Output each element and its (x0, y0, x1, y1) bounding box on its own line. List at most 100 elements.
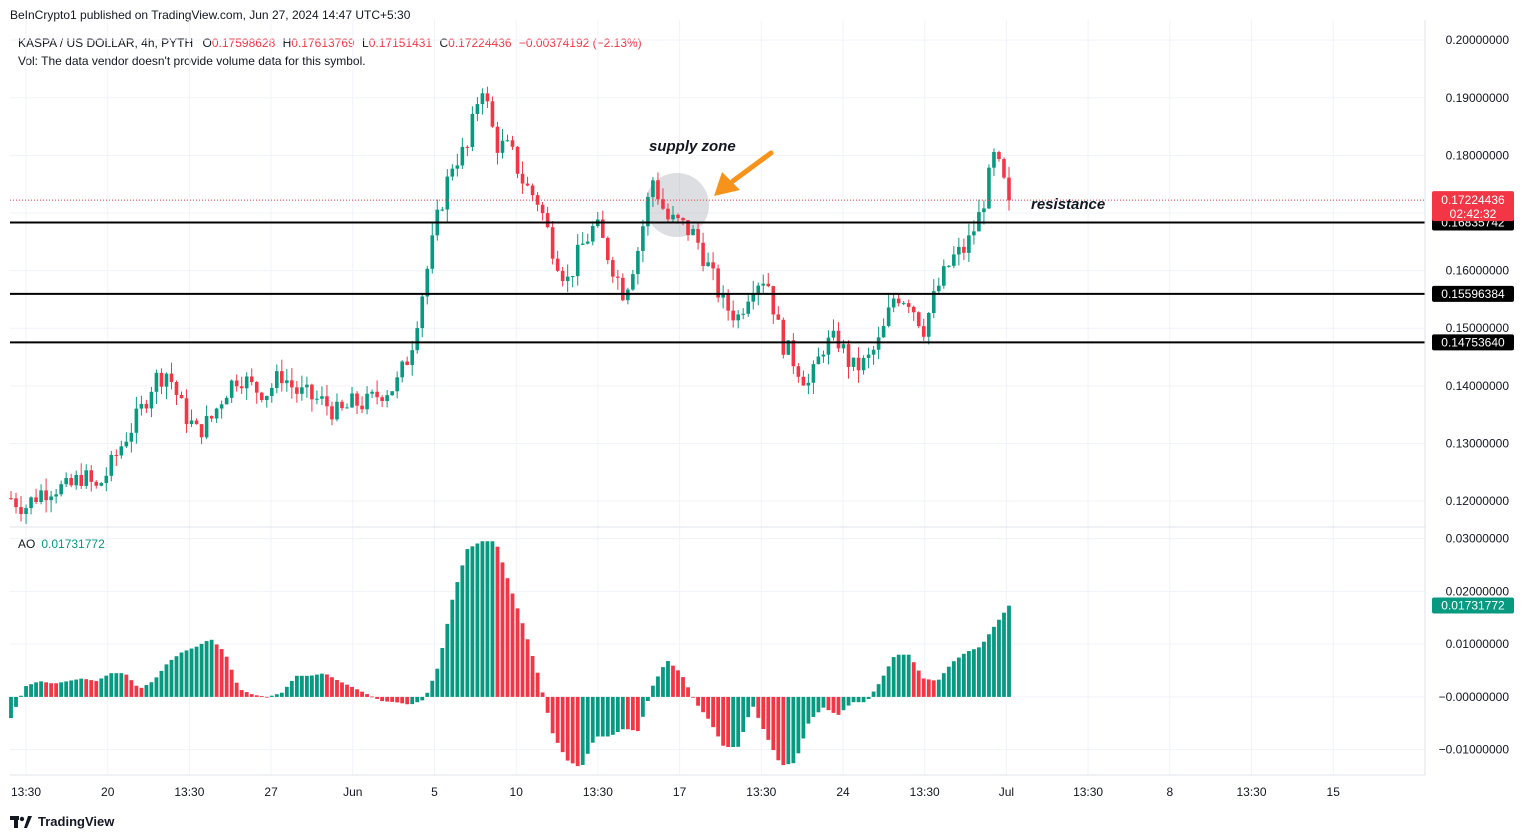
price-tick-label: 0.18000000 (1446, 148, 1510, 162)
candle-body (771, 286, 776, 315)
candle-body (651, 180, 655, 198)
candle-body (826, 337, 831, 355)
ao-bar (570, 696, 575, 764)
ao-bar (535, 672, 540, 697)
candle-body (159, 372, 164, 387)
ao-bar (746, 696, 751, 718)
candle-body (982, 208, 986, 213)
ao-bar (866, 696, 871, 700)
ao-bar (274, 694, 279, 697)
ao-bar (691, 696, 695, 698)
candle-body (992, 151, 996, 168)
ao-bar (1002, 612, 1006, 697)
candle-body (390, 391, 394, 396)
level-price-tag (1432, 285, 1514, 302)
candle-body (711, 262, 715, 269)
time-tick-label: 8 (1166, 785, 1173, 799)
candle-body (405, 361, 409, 365)
candle-body (139, 403, 144, 409)
candle-body (1002, 159, 1006, 178)
level-price-tag (1432, 334, 1514, 351)
candle-body (229, 380, 234, 398)
candle-body (806, 382, 811, 386)
ao-bar (871, 691, 876, 697)
candle-body (731, 310, 735, 321)
candle-body (746, 301, 751, 314)
candle-body (69, 477, 73, 486)
candle-body (335, 401, 339, 420)
time-tick-label: 13:30 (1236, 785, 1266, 799)
ao-label[interactable]: AO (18, 537, 36, 551)
ao-legend: AO 0.01731772 (18, 537, 105, 551)
candle-body (500, 140, 505, 153)
candle-body (621, 277, 625, 301)
candle-body (631, 274, 635, 290)
candle-body (199, 424, 204, 438)
candle-body (295, 387, 299, 394)
time-tick-label: 24 (836, 785, 850, 799)
time-tick-label: 5 (431, 785, 438, 799)
ao-bar (259, 696, 264, 697)
supply-zone-arrow-icon (730, 150, 774, 184)
candle-body (420, 296, 425, 329)
ao-bar (726, 696, 731, 748)
candle-body (841, 344, 846, 349)
ao-bar (676, 670, 680, 697)
ao-bar (234, 682, 239, 697)
candle-body (174, 382, 179, 395)
candle-body (475, 104, 480, 114)
candle-body (555, 258, 560, 271)
candle-body (936, 285, 941, 292)
ao-bar (781, 696, 786, 766)
ao-bar (69, 680, 74, 697)
candle-body (851, 357, 856, 367)
candle-body (219, 404, 224, 409)
candle-body (761, 283, 766, 286)
candle-body (19, 507, 23, 514)
candle-body (450, 168, 455, 177)
ao-bar (916, 670, 921, 697)
candle-body (570, 276, 575, 278)
ao-bar (651, 685, 655, 697)
candle-body (380, 397, 384, 401)
candle-body (967, 235, 971, 253)
candle-body (305, 384, 309, 388)
ao-bar (736, 696, 741, 747)
ao-bar (330, 677, 334, 697)
candle-body (756, 285, 761, 294)
ao-bar (109, 673, 114, 697)
candle-body (360, 405, 364, 410)
ao-bar (214, 644, 219, 697)
candle-body (234, 380, 239, 387)
candle-body (365, 393, 369, 410)
ao-bar (776, 696, 781, 761)
ao-bar (19, 695, 23, 697)
ao-bar (475, 543, 480, 697)
ao-bar (239, 690, 244, 697)
price-tick-label: 0.19000000 (1446, 91, 1510, 105)
time-tick-label: 13:30 (910, 785, 940, 799)
candle-body (901, 303, 906, 305)
candle-body (14, 498, 18, 508)
candle-body (681, 218, 685, 221)
symbol-name[interactable]: KASPA / US DOLLAR, 4h, PYTH (18, 36, 194, 50)
candle-body (881, 325, 886, 338)
candle-body (791, 340, 796, 367)
candle-body (726, 294, 730, 311)
ao-bar (966, 651, 971, 697)
ao-bar (891, 657, 896, 697)
low-value: 0.17151431 (368, 36, 433, 50)
supply-zone-label: supply zone (649, 138, 736, 155)
candle-body (104, 475, 109, 484)
candle-body (921, 326, 926, 337)
current-price-label: 0.17224436 (1441, 193, 1505, 207)
ao-bar (605, 696, 610, 737)
candle-body (285, 380, 289, 384)
candle-body (169, 373, 174, 383)
ao-bar (826, 696, 831, 711)
candle-body (49, 496, 53, 501)
candle-body (184, 398, 189, 425)
ao-bar (751, 696, 756, 707)
candle-body (129, 432, 134, 442)
